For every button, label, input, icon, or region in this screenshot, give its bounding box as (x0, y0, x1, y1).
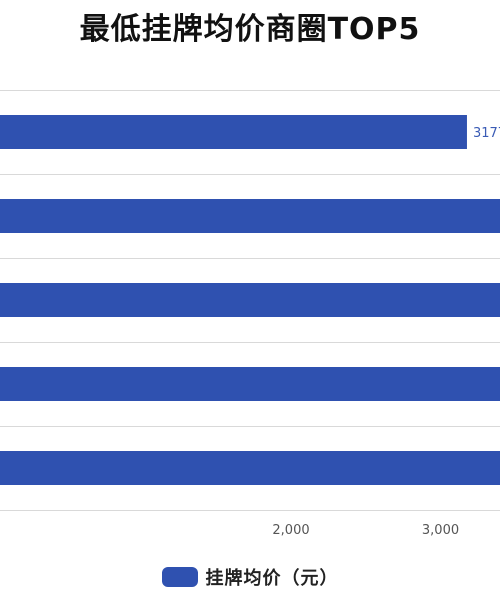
data-label: 3177 (473, 126, 500, 141)
x-tick-label: 3,000 (422, 523, 459, 538)
chart-title: 最低挂牌均价商圈TOP5 (79, 12, 421, 47)
legend-label: 挂牌均价（元） (205, 568, 339, 589)
x-tick-label: 2,000 (272, 523, 309, 538)
data-labels: 31773826 (473, 126, 500, 141)
legend[interactable]: 挂牌均价（元） (0, 564, 500, 590)
bar[interactable] (0, 199, 500, 233)
legend-swatch (161, 567, 198, 587)
bar[interactable] (0, 451, 500, 485)
bar[interactable] (0, 115, 467, 149)
bar[interactable] (0, 367, 500, 401)
gridlines (0, 90, 500, 511)
bar[interactable] (0, 283, 500, 317)
bars (0, 115, 500, 485)
